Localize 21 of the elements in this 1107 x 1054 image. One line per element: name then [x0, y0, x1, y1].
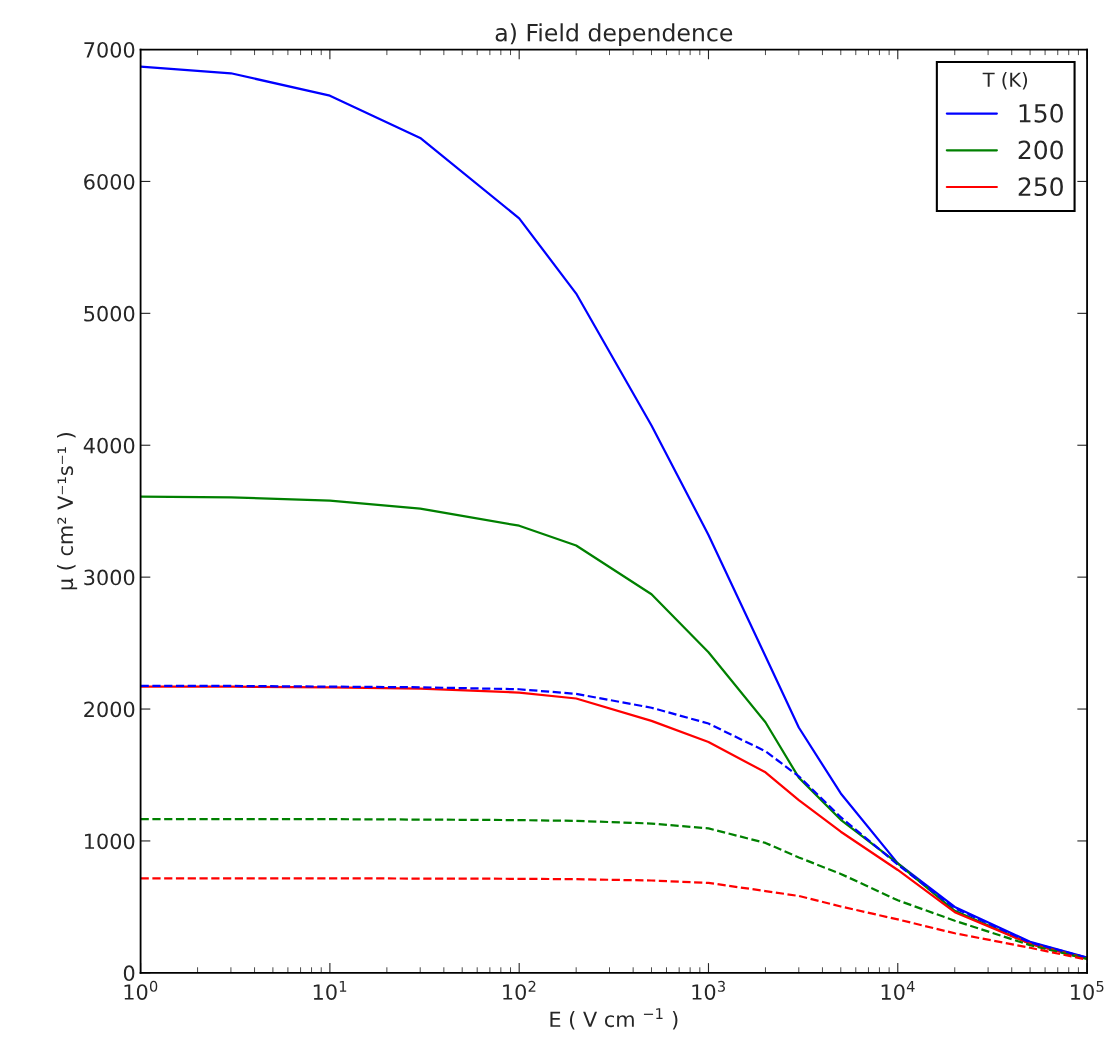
y-axis-title: μ ( cm² V⁻¹s⁻¹ ) — [57, 433, 78, 590]
y-tick-label: 1000 — [85, 833, 135, 850]
x-axis-title: E ( V cm $^{−1}$ ) — [550, 1008, 678, 1030]
legend-label: 250 — [1018, 177, 1063, 197]
y-tick-label: 4000 — [83, 437, 135, 454]
x-tick-label: 10$^{5}$ — [1071, 981, 1104, 1000]
x-tick-label: 10$^{1}$ — [313, 981, 347, 1000]
y-tick-label: 2000 — [84, 701, 135, 718]
legend-label: 200 — [1018, 140, 1063, 160]
x-tick-label: 10$^{3}$ — [692, 980, 725, 1000]
y-tick-label: 0 — [123, 965, 135, 982]
chart-title: a) Field dependence — [495, 23, 733, 47]
y-tick-label: 7000 — [84, 41, 135, 58]
x-tick-label: 10$^{4}$ — [881, 981, 915, 1000]
y-tick-label: 6000 — [84, 173, 135, 190]
y-tick-label: 5000 — [84, 305, 135, 322]
legend-title: T (K) — [982, 72, 1028, 90]
y-tick-label: 3000 — [84, 569, 135, 586]
x-tick-label: 10$^{2}$ — [503, 980, 536, 1000]
legend-label: 150 — [1019, 103, 1063, 123]
x-tick-label: 10$^{0}$ — [124, 980, 158, 1000]
